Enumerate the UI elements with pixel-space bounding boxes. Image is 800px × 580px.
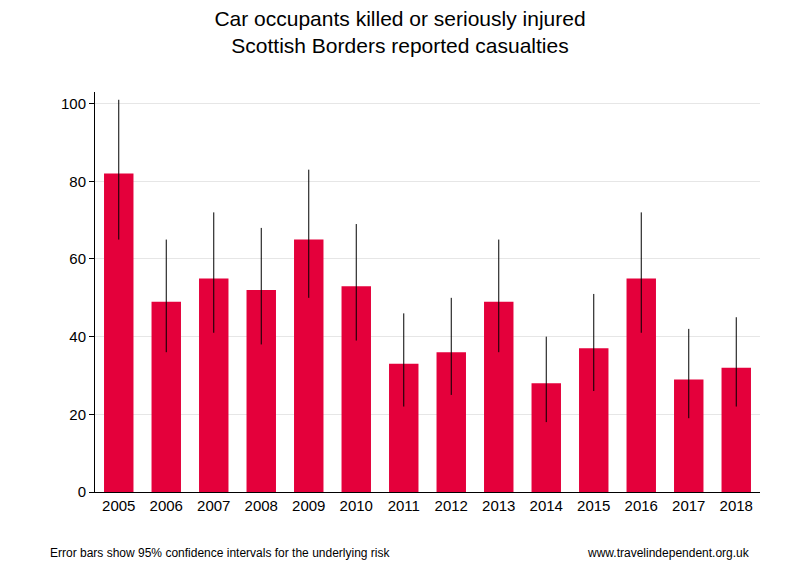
svg-text:2006: 2006 (150, 497, 183, 514)
svg-text:2017: 2017 (672, 497, 705, 514)
svg-text:2011: 2011 (388, 497, 420, 514)
svg-text:0: 0 (78, 483, 86, 500)
svg-text:2008: 2008 (245, 497, 278, 514)
svg-text:2015: 2015 (577, 497, 610, 514)
svg-text:www.travelindependent.org.uk: www.travelindependent.org.uk (587, 546, 750, 560)
svg-text:Car occupants killed or seriou: Car occupants killed or seriously injure… (214, 7, 585, 57)
svg-text:2016: 2016 (625, 497, 658, 514)
svg-text:2010: 2010 (340, 497, 373, 514)
svg-text:40: 40 (69, 328, 86, 345)
svg-text:2013: 2013 (482, 497, 515, 514)
svg-text:2014: 2014 (530, 497, 563, 514)
svg-text:20: 20 (69, 406, 86, 423)
svg-text:60: 60 (69, 250, 86, 267)
svg-text:80: 80 (69, 173, 86, 190)
svg-text:2007: 2007 (197, 497, 230, 514)
svg-text:Error bars show 95% confidence: Error bars show 95% confidence intervals… (50, 546, 390, 560)
svg-text:2009: 2009 (292, 497, 325, 514)
svg-text:2005: 2005 (102, 497, 135, 514)
svg-text:2012: 2012 (435, 497, 468, 514)
svg-text:100: 100 (61, 95, 86, 112)
svg-text:2018: 2018 (720, 497, 753, 514)
